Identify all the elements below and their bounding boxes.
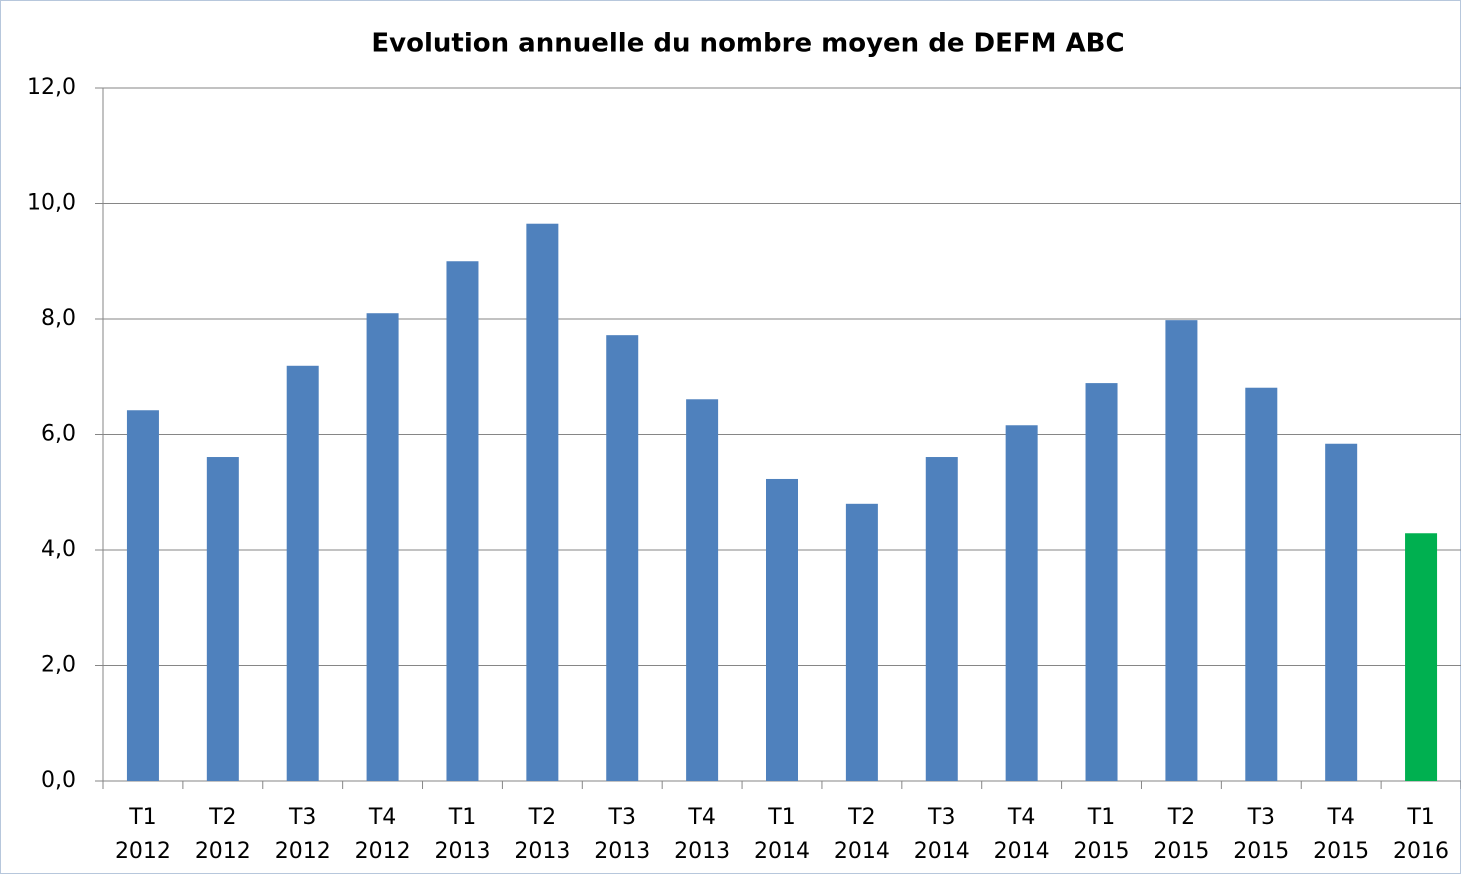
x-tick-label: 2013 (514, 839, 570, 864)
y-tick-label: 6,0 (41, 422, 76, 447)
x-tick-label: 2014 (754, 839, 810, 864)
x-tick-label: T3 (927, 805, 955, 830)
x-tick-label: T4 (687, 805, 715, 830)
bar (925, 457, 958, 781)
bar (845, 503, 878, 781)
bar (606, 335, 639, 781)
x-tick-label: T2 (528, 805, 556, 830)
x-tick-label: 2014 (834, 839, 890, 864)
bar (366, 313, 399, 781)
x-tick-label: 2012 (355, 839, 411, 864)
x-tick-label: T3 (288, 805, 316, 830)
y-tick-label: 8,0 (41, 306, 76, 331)
y-tick-label: 0,0 (41, 768, 76, 793)
x-tick-label: 2012 (275, 839, 331, 864)
x-tick-label: 2013 (434, 839, 490, 864)
x-tick-label: 2012 (195, 839, 251, 864)
bar (286, 365, 319, 781)
x-tick-label: T3 (608, 805, 636, 830)
x-tick-label: T1 (448, 805, 476, 830)
bar (1245, 387, 1278, 781)
x-tick-label: T4 (1326, 805, 1354, 830)
x-tick-label: 2015 (1233, 839, 1289, 864)
x-tick-label: 2014 (994, 839, 1050, 864)
bar (1325, 443, 1358, 781)
bar (206, 457, 239, 781)
x-tick-label: 2013 (594, 839, 650, 864)
bar (446, 261, 479, 781)
bar (1165, 320, 1198, 781)
chart-title: Evolution annuelle du nombre moyen de DE… (371, 29, 1124, 59)
x-tick-label: T3 (1247, 805, 1275, 830)
y-tick-label: 2,0 (41, 653, 76, 678)
x-tick-label: 2016 (1393, 839, 1449, 864)
bar (1005, 425, 1038, 781)
x-tick-label: T4 (1007, 805, 1035, 830)
x-tick-label: T1 (1406, 805, 1434, 830)
bar (526, 223, 559, 781)
x-tick-label: T2 (1167, 805, 1195, 830)
y-tick-label: 10,0 (27, 191, 76, 216)
bar (1085, 383, 1118, 781)
x-tick-label: T1 (128, 805, 156, 830)
x-tick-label: T4 (368, 805, 396, 830)
x-tick-label: 2015 (1074, 839, 1130, 864)
x-tick-label: T2 (208, 805, 236, 830)
x-tick-label: 2015 (1153, 839, 1209, 864)
y-tick-label: 4,0 (41, 537, 76, 562)
bar (766, 478, 798, 781)
x-tick-label: T2 (847, 805, 875, 830)
bar (686, 399, 719, 781)
bar (1405, 533, 1438, 781)
x-tick-label: T1 (767, 805, 795, 830)
bar (126, 410, 159, 781)
x-tick-label: 2015 (1313, 839, 1369, 864)
x-tick-label: 2012 (115, 839, 171, 864)
x-tick-label: T1 (1087, 805, 1115, 830)
x-tick-label: 2014 (914, 839, 970, 864)
y-tick-label: 12,0 (27, 75, 76, 100)
x-tick-label: 2013 (674, 839, 730, 864)
